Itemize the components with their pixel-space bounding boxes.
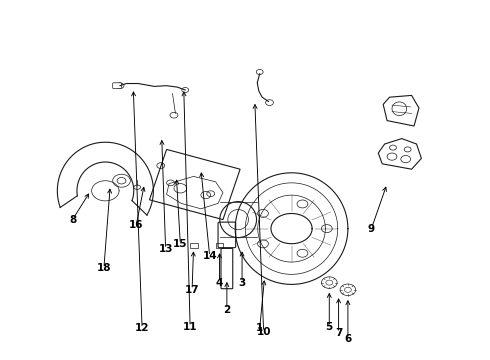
Text: 17: 17 <box>185 285 199 295</box>
Text: 10: 10 <box>256 327 271 337</box>
Ellipse shape <box>134 185 141 189</box>
Text: 18: 18 <box>97 263 111 273</box>
Text: 4: 4 <box>216 278 223 288</box>
Text: 9: 9 <box>368 224 375 234</box>
Text: 11: 11 <box>183 322 197 332</box>
FancyBboxPatch shape <box>113 83 122 89</box>
Text: 12: 12 <box>135 323 149 333</box>
Text: 15: 15 <box>173 239 188 249</box>
Text: 13: 13 <box>158 244 173 254</box>
Text: 16: 16 <box>129 220 144 230</box>
Circle shape <box>170 112 178 118</box>
Circle shape <box>266 100 273 105</box>
Text: 5: 5 <box>326 322 333 332</box>
Text: 3: 3 <box>239 278 245 288</box>
Text: 8: 8 <box>69 215 76 225</box>
Text: 1: 1 <box>256 323 263 333</box>
Circle shape <box>116 83 124 89</box>
Text: 6: 6 <box>344 334 351 344</box>
Text: 2: 2 <box>223 305 230 315</box>
Circle shape <box>340 284 356 296</box>
Text: 14: 14 <box>202 251 217 261</box>
Circle shape <box>321 277 337 288</box>
Circle shape <box>256 69 263 75</box>
Text: 7: 7 <box>335 328 343 338</box>
Circle shape <box>182 87 189 93</box>
